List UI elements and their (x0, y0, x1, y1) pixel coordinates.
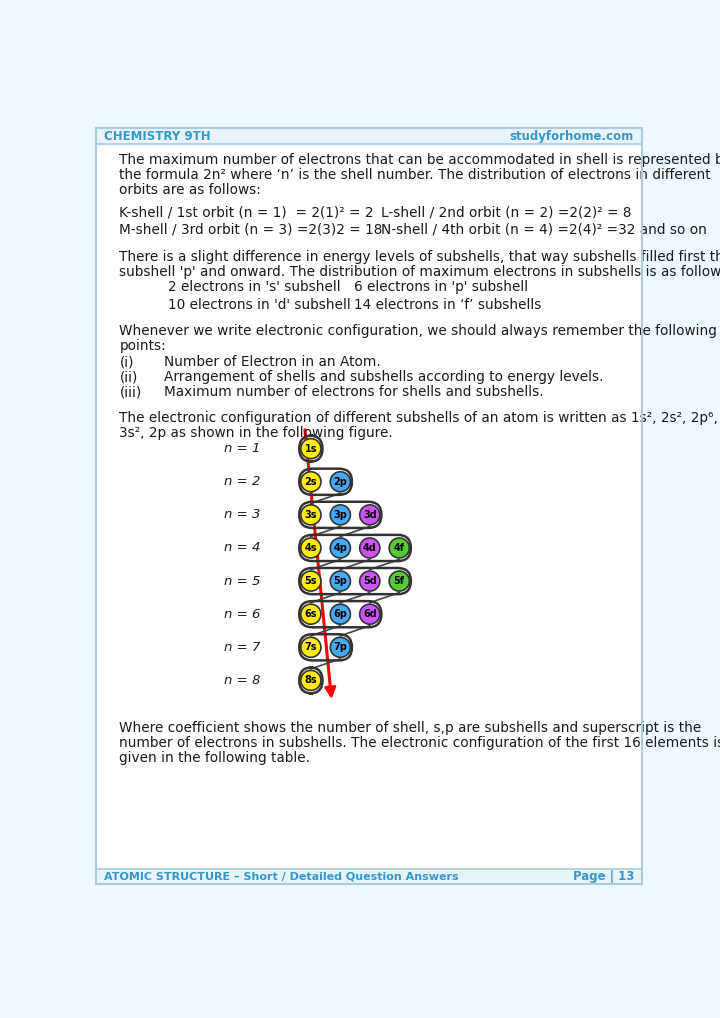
Circle shape (301, 505, 321, 525)
Text: 7p: 7p (333, 642, 347, 653)
Text: given in the following table.: given in the following table. (120, 751, 310, 766)
Circle shape (301, 604, 321, 624)
Text: Arrangement of shells and subshells according to energy levels.: Arrangement of shells and subshells acco… (163, 371, 603, 384)
Text: 5d: 5d (363, 576, 377, 586)
Text: n = 6: n = 6 (224, 608, 261, 621)
Circle shape (301, 538, 321, 558)
Text: ATOMIC STRUCTURE – Short / Detailed Question Answers: ATOMIC STRUCTURE – Short / Detailed Ques… (104, 871, 459, 882)
Circle shape (330, 505, 351, 525)
Text: (ii): (ii) (120, 371, 138, 384)
Text: n = 2: n = 2 (224, 475, 261, 489)
Text: n = 7: n = 7 (224, 640, 261, 654)
Text: 6d: 6d (363, 609, 377, 619)
Text: n = 1: n = 1 (224, 442, 261, 455)
Text: 3s², 2p as shown in the following figure.: 3s², 2p as shown in the following figure… (120, 426, 393, 440)
Text: The electronic configuration of different subshells of an atom is written as 1s²: The electronic configuration of differen… (120, 411, 719, 425)
Circle shape (330, 604, 351, 624)
Circle shape (330, 538, 351, 558)
Circle shape (389, 571, 409, 591)
Text: Number of Electron in an Atom.: Number of Electron in an Atom. (163, 355, 380, 370)
Text: 8s: 8s (305, 675, 318, 685)
Text: 6p: 6p (333, 609, 347, 619)
Text: 10 electrons in 'd' subshell: 10 electrons in 'd' subshell (168, 297, 350, 312)
Text: 6s: 6s (305, 609, 317, 619)
Circle shape (360, 505, 380, 525)
Text: K-shell / 1st orbit (n = 1)  = 2(1)² = 2: K-shell / 1st orbit (n = 1) = 2(1)² = 2 (120, 206, 374, 220)
Text: Where coefficient shows the number of shell, s,p are subshells and superscript i: Where coefficient shows the number of sh… (120, 721, 702, 735)
Circle shape (330, 471, 351, 492)
Circle shape (360, 538, 380, 558)
Text: the formula 2n² where ‘n’ is the shell number. The distribution of electrons in : the formula 2n² where ‘n’ is the shell n… (120, 168, 711, 182)
Text: 5s: 5s (305, 576, 317, 586)
Text: Page | 13: Page | 13 (572, 870, 634, 884)
Text: n = 3: n = 3 (224, 508, 261, 521)
Text: subshell 'p' and onward. The distribution of maximum electrons in subshells is a: subshell 'p' and onward. The distributio… (120, 265, 720, 279)
Text: N-shell / 4th orbit (n = 4) =2(4)² =32 and so on: N-shell / 4th orbit (n = 4) =2(4)² =32 a… (381, 222, 706, 236)
Text: 6 electrons in 'p' subshell: 6 electrons in 'p' subshell (354, 280, 528, 293)
Text: 4s: 4s (305, 543, 317, 553)
Text: (i): (i) (120, 355, 134, 370)
Text: n = 4: n = 4 (224, 542, 261, 555)
Text: 3p: 3p (333, 510, 347, 520)
Text: L-shell / 2nd orbit (n = 2) =2(2)² = 8: L-shell / 2nd orbit (n = 2) =2(2)² = 8 (381, 206, 631, 220)
Text: Maximum number of electrons for shells and subshells.: Maximum number of electrons for shells a… (163, 385, 544, 399)
Circle shape (330, 571, 351, 591)
Text: 5p: 5p (333, 576, 347, 586)
Text: Whenever we write electronic configuration, we should always remember the follow: Whenever we write electronic configurati… (120, 324, 717, 338)
Text: M-shell / 3rd orbit (n = 3) =2(3)2 = 18: M-shell / 3rd orbit (n = 3) =2(3)2 = 18 (120, 222, 383, 236)
Circle shape (330, 637, 351, 658)
Text: orbits are as follows:: orbits are as follows: (120, 183, 261, 197)
Text: 14 electrons in ‘f’ subshells: 14 electrons in ‘f’ subshells (354, 297, 541, 312)
Circle shape (360, 604, 380, 624)
Text: n = 5: n = 5 (224, 574, 261, 587)
Circle shape (301, 439, 321, 459)
Text: 4d: 4d (363, 543, 377, 553)
Text: There is a slight difference in energy levels of subshells, that way subshells f: There is a slight difference in energy l… (120, 249, 720, 264)
Bar (96, 128, 642, 144)
Circle shape (301, 471, 321, 492)
Text: points:: points: (120, 339, 166, 352)
Circle shape (301, 671, 321, 690)
Circle shape (389, 538, 409, 558)
Bar (96, 869, 642, 885)
Text: 4p: 4p (333, 543, 347, 553)
Text: 2s: 2s (305, 476, 317, 487)
Text: n = 8: n = 8 (224, 674, 261, 687)
Text: The maximum number of electrons that can be accommodated in shell is represented: The maximum number of electrons that can… (120, 153, 720, 167)
Text: 4f: 4f (394, 543, 405, 553)
Text: 3d: 3d (363, 510, 377, 520)
Text: studyforhome.com: studyforhome.com (510, 129, 634, 143)
Text: 3s: 3s (305, 510, 317, 520)
Text: number of electrons in subshells. The electronic configuration of the first 16 e: number of electrons in subshells. The el… (120, 736, 720, 750)
Text: 7s: 7s (305, 642, 317, 653)
Text: 5f: 5f (394, 576, 405, 586)
Circle shape (360, 571, 380, 591)
Circle shape (301, 571, 321, 591)
Text: (iii): (iii) (120, 385, 142, 399)
Text: 1s: 1s (305, 444, 317, 454)
Text: CHEMISTRY 9TH: CHEMISTRY 9TH (104, 129, 210, 143)
Circle shape (301, 637, 321, 658)
Text: 2 electrons in 's' subshell: 2 electrons in 's' subshell (168, 280, 340, 293)
Text: 2p: 2p (333, 476, 347, 487)
